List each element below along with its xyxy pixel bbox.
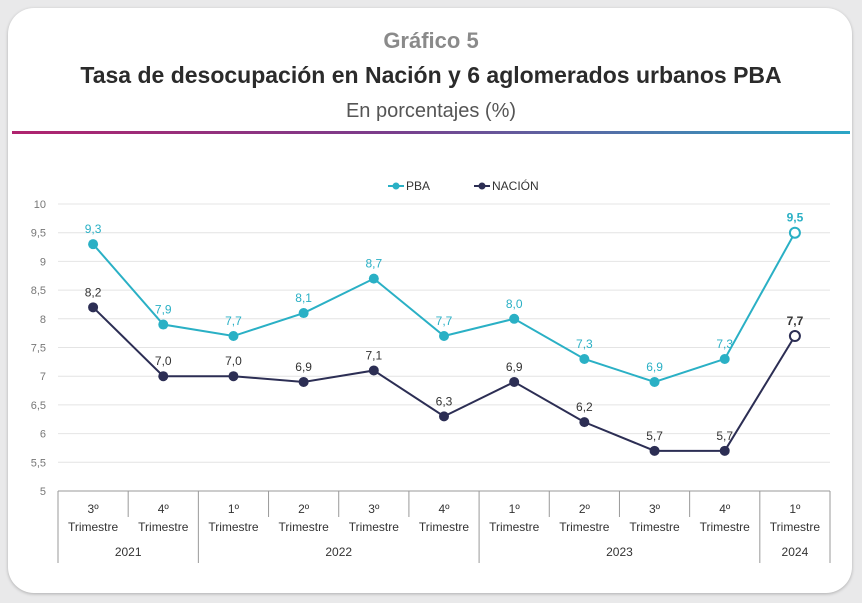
- y-tick-label: 6: [40, 429, 46, 441]
- data-label: 7,1: [365, 348, 382, 362]
- x-tick-label: Trimestre: [559, 520, 610, 534]
- data-point: [298, 308, 309, 319]
- x-year-label: 2024: [782, 545, 809, 559]
- data-point: [158, 319, 169, 330]
- x-tick-quarter: 3º: [88, 502, 100, 516]
- data-point: [579, 353, 590, 364]
- data-point: [719, 353, 730, 364]
- x-year-label: 2023: [606, 545, 633, 559]
- y-tick-label: 9,5: [31, 228, 46, 240]
- data-point: [509, 313, 520, 324]
- x-tick-label: Trimestre: [770, 520, 821, 534]
- legend-label: PBA: [406, 179, 430, 193]
- x-year-label: 2021: [115, 545, 142, 559]
- data-point: [158, 371, 169, 382]
- x-tick-label: Trimestre: [349, 520, 400, 534]
- x-tick-label: Trimestre: [700, 520, 751, 534]
- data-point: [788, 226, 801, 239]
- data-label: 7,7: [787, 314, 804, 328]
- accent-gradient-bar: [12, 131, 850, 134]
- legend-label: NACIÓN: [492, 178, 539, 193]
- data-label: 6,2: [576, 400, 593, 414]
- x-tick-label: Trimestre: [208, 520, 259, 534]
- data-point: [298, 376, 309, 387]
- chart-card: [8, 8, 852, 593]
- data-label: 9,3: [85, 222, 102, 236]
- x-tick-label: Trimestre: [279, 520, 330, 534]
- data-point: [649, 376, 660, 387]
- x-tick-quarter: 4º: [438, 502, 450, 516]
- legend-marker: [392, 182, 400, 190]
- series-line: [92, 306, 796, 452]
- legend-marker: [478, 182, 486, 190]
- y-tick-label: 5,5: [31, 457, 46, 469]
- data-point: [579, 417, 590, 428]
- y-tick-label: 8: [40, 314, 46, 326]
- data-label: 6,3: [436, 394, 453, 408]
- chart-subtitle: En porcentajes (%): [345, 100, 517, 122]
- data-label: 8,2: [85, 285, 102, 299]
- data-label: 8,7: [365, 257, 382, 271]
- chart-pre-title: Gráfico 5: [383, 28, 479, 53]
- x-tick-quarter: 2º: [579, 502, 591, 516]
- data-point: [788, 330, 801, 343]
- data-point: [228, 331, 239, 342]
- data-label: 6,9: [646, 360, 663, 374]
- x-tick-quarter: 3º: [649, 502, 661, 516]
- data-point: [509, 376, 520, 387]
- data-point: [439, 331, 449, 342]
- x-tick-label: Trimestre: [138, 520, 189, 534]
- data-point: [439, 411, 449, 422]
- data-label: 5,7: [716, 429, 733, 443]
- data-point: [368, 365, 379, 376]
- x-tick-quarter: 4º: [719, 502, 731, 516]
- data-point: [719, 445, 730, 456]
- data-label: 5,7: [646, 429, 663, 443]
- x-tick-quarter: 4º: [158, 502, 170, 516]
- x-tick-quarter: 3º: [368, 502, 380, 516]
- x-tick-quarter: 1º: [509, 502, 521, 516]
- y-tick-label: 8,5: [31, 285, 46, 297]
- data-label: 8,0: [506, 297, 523, 311]
- data-label: 8,1: [295, 291, 312, 305]
- x-tick-label: Trimestre: [629, 520, 680, 534]
- y-tick-label: 7,5: [31, 343, 46, 355]
- data-point: [88, 239, 99, 250]
- data-label: 9,5: [787, 211, 804, 225]
- x-tick-label: Trimestre: [489, 520, 540, 534]
- x-tick-quarter: 1º: [789, 502, 801, 516]
- data-label: 6,9: [295, 360, 312, 374]
- y-tick-label: 9: [40, 256, 46, 268]
- data-label: 7,0: [225, 354, 242, 368]
- data-label: 7,3: [576, 337, 593, 351]
- data-label: 7,3: [716, 337, 733, 351]
- data-label: 7,9: [155, 303, 172, 317]
- data-point: [368, 273, 379, 284]
- data-label: 7,7: [436, 314, 453, 328]
- data-label: 6,9: [506, 360, 523, 374]
- data-point: [228, 371, 239, 382]
- series-line: [92, 232, 796, 383]
- x-tick-label: Trimestre: [419, 520, 470, 534]
- x-tick-label: Trimestre: [68, 520, 119, 534]
- y-tick-label: 7: [40, 371, 46, 383]
- data-label: 7,0: [155, 354, 172, 368]
- x-tick-quarter: 1º: [228, 502, 240, 516]
- chart-title: Tasa de desocupación en Nación y 6 aglom…: [80, 62, 782, 88]
- x-year-label: 2022: [325, 545, 352, 559]
- data-point: [649, 445, 660, 456]
- x-tick-quarter: 2º: [298, 502, 310, 516]
- y-tick-label: 6,5: [31, 400, 46, 412]
- data-point: [88, 302, 99, 313]
- data-label: 7,7: [225, 314, 242, 328]
- y-tick-label: 5: [40, 486, 46, 498]
- y-tick-label: 10: [34, 199, 46, 211]
